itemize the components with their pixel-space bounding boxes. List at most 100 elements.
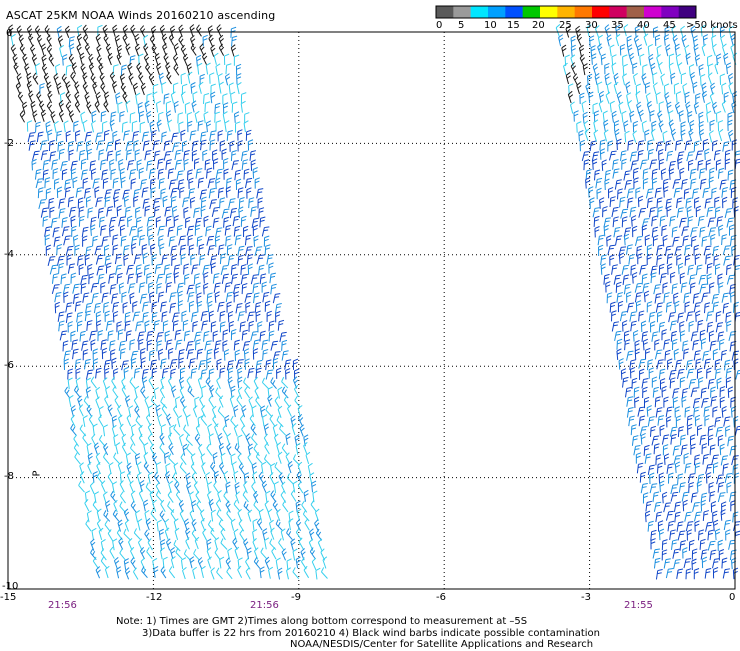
wind-barb xyxy=(241,101,245,112)
wind-barb xyxy=(699,129,703,140)
wind-barb xyxy=(123,302,128,313)
wind-barb xyxy=(616,282,621,293)
wind-barb xyxy=(660,216,666,226)
wind-barb xyxy=(112,294,118,304)
wind-barb xyxy=(98,330,103,341)
legend-swatch xyxy=(592,6,610,18)
wind-barb xyxy=(715,529,720,540)
wind-barb xyxy=(639,208,646,217)
wind-barb xyxy=(235,112,240,123)
wind-barb xyxy=(639,110,643,122)
wind-barb xyxy=(139,490,143,502)
wind-barb xyxy=(220,368,225,378)
wind-barb xyxy=(276,558,280,569)
wind-barb xyxy=(117,53,121,65)
wind-barb xyxy=(277,368,282,379)
wind-barb xyxy=(219,44,223,56)
wind-barb xyxy=(642,121,646,132)
wind-barb xyxy=(38,188,43,199)
wind-barb xyxy=(89,415,94,427)
wind-barb xyxy=(615,180,621,190)
wind-barb xyxy=(624,234,629,245)
wind-barb xyxy=(113,245,118,256)
wind-barb xyxy=(112,235,118,245)
wind-barb xyxy=(700,169,706,179)
wind-barb xyxy=(219,82,223,93)
wind-barb xyxy=(661,74,665,86)
wind-barb xyxy=(657,360,664,370)
wind-barb xyxy=(89,63,93,75)
wind-barb xyxy=(617,349,622,360)
wind-barb xyxy=(206,63,210,74)
wind-barb xyxy=(55,302,60,313)
wind-barb xyxy=(253,349,258,360)
wind-barb xyxy=(195,225,200,236)
wind-barb xyxy=(724,53,728,64)
wind-barb xyxy=(269,567,273,578)
wind-barb xyxy=(13,54,17,66)
wind-barb xyxy=(172,313,179,322)
wind-barb xyxy=(571,102,575,114)
wind-barb xyxy=(165,207,172,217)
wind-barb xyxy=(638,141,644,151)
wind-barb xyxy=(692,549,697,560)
wind-barb xyxy=(612,322,619,332)
wind-barb xyxy=(643,179,648,190)
wind-barb xyxy=(195,159,200,170)
wind-barb xyxy=(172,206,177,217)
pass-time-label: 21:56 xyxy=(48,600,77,611)
wind-barb xyxy=(59,209,65,219)
wind-barb xyxy=(188,292,195,302)
wind-barb xyxy=(673,397,678,408)
wind-barb xyxy=(164,151,171,160)
wind-barb xyxy=(657,312,662,323)
wind-barb xyxy=(293,359,298,370)
wind-barb xyxy=(564,63,568,75)
wind-barb xyxy=(695,254,700,265)
wind-barb xyxy=(54,121,58,133)
wind-barb xyxy=(206,226,212,236)
wind-barb xyxy=(674,502,680,512)
wind-barb xyxy=(108,529,113,541)
wind-barb xyxy=(702,293,709,302)
wind-barb xyxy=(299,538,303,550)
wind-barb xyxy=(633,168,638,179)
wind-barb xyxy=(168,169,174,179)
wind-barb xyxy=(256,452,262,463)
wind-barb xyxy=(653,387,659,397)
wind-barb xyxy=(183,320,188,331)
wind-barb xyxy=(316,529,321,540)
wind-barb xyxy=(648,44,652,55)
wind-barb xyxy=(180,510,184,522)
wind-barb xyxy=(82,341,89,351)
wind-barb xyxy=(598,235,604,245)
wind-barb xyxy=(662,330,667,341)
wind-barb xyxy=(245,558,250,570)
wind-barb xyxy=(287,529,293,540)
wind-barb xyxy=(188,72,192,83)
wind-barb xyxy=(246,130,251,141)
wind-barb xyxy=(129,74,133,86)
wind-barb xyxy=(632,216,637,227)
wind-barb xyxy=(689,160,694,171)
wind-barb xyxy=(95,187,100,198)
wind-barb xyxy=(149,169,155,179)
wind-barb xyxy=(248,453,253,465)
wind-barb xyxy=(594,216,599,226)
wind-barb xyxy=(87,443,91,454)
wind-barb xyxy=(50,265,57,274)
wind-barb xyxy=(69,54,74,66)
wind-barb xyxy=(205,102,210,113)
wind-barb xyxy=(79,264,84,275)
wind-barb xyxy=(217,510,223,521)
wind-barb xyxy=(97,320,102,331)
wind-barb xyxy=(562,45,566,57)
wind-barb xyxy=(287,473,293,484)
wind-barb xyxy=(134,368,140,378)
wind-barb xyxy=(160,386,164,398)
wind-barb xyxy=(134,255,141,264)
wind-barb xyxy=(130,444,136,455)
wind-barb xyxy=(168,227,174,237)
wind-barb xyxy=(270,273,276,283)
wind-barb xyxy=(49,141,54,151)
